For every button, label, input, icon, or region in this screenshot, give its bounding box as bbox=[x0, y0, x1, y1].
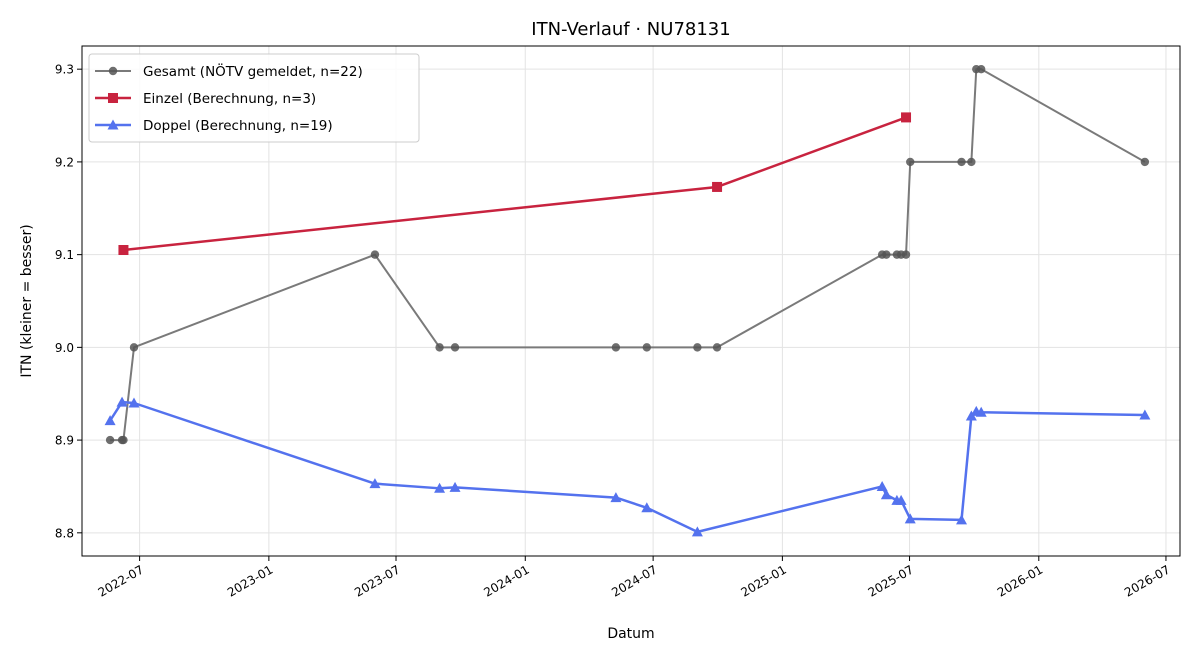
data-point bbox=[975, 406, 987, 417]
legend-marker bbox=[107, 119, 119, 130]
data-point bbox=[370, 250, 380, 259]
data-point bbox=[129, 343, 139, 352]
data-point bbox=[976, 64, 986, 74]
series-square bbox=[118, 112, 912, 255]
data-point bbox=[876, 480, 888, 491]
y-tick-label: 9.0 bbox=[55, 341, 74, 355]
data-point bbox=[128, 397, 140, 408]
y-tick-label: 8.8 bbox=[55, 526, 74, 540]
data-point bbox=[906, 157, 915, 167]
x-axis-label: Datum bbox=[607, 626, 654, 642]
data-point bbox=[967, 157, 976, 167]
data-point bbox=[434, 482, 446, 493]
plot-frame bbox=[81, 45, 1181, 557]
series-circle bbox=[105, 64, 1150, 445]
legend-marker bbox=[108, 66, 118, 76]
data-point bbox=[712, 181, 723, 192]
legend-marker bbox=[108, 93, 118, 103]
legend-label: Einzel (Berechnung, n=3) bbox=[143, 91, 316, 107]
data-point bbox=[895, 494, 907, 505]
y-tick-label: 8.9 bbox=[55, 434, 74, 448]
series-line bbox=[110, 68, 1146, 442]
data-point bbox=[904, 513, 916, 524]
data-point bbox=[642, 343, 652, 352]
data-point bbox=[369, 478, 381, 489]
data-point bbox=[712, 343, 722, 352]
data-point bbox=[957, 157, 966, 167]
data-point bbox=[116, 396, 128, 407]
data-point bbox=[119, 435, 128, 445]
data-point bbox=[691, 526, 703, 537]
data-point bbox=[610, 492, 622, 503]
data-point bbox=[449, 481, 461, 492]
plot-area bbox=[104, 64, 1151, 537]
data-point bbox=[882, 250, 891, 259]
data-point bbox=[611, 343, 621, 352]
legend-item: Doppel (Berechnung, n=19) bbox=[95, 118, 333, 134]
y-tick-label: 9.1 bbox=[55, 248, 74, 262]
data-point bbox=[118, 245, 129, 255]
data-point bbox=[1140, 157, 1150, 167]
y-axis: 8.8 8.9 9.0 9.1 9.2 9.3 bbox=[55, 63, 82, 540]
chart-title: ITN-Verlauf · NU78131 bbox=[531, 19, 730, 40]
legend-item: Einzel (Berechnung, n=3) bbox=[95, 91, 316, 107]
series-triangle bbox=[104, 396, 1151, 537]
data-point bbox=[104, 415, 116, 426]
legend-box bbox=[88, 53, 420, 143]
legend-item: Gesamt (NÖTV gemeldet, n=22) bbox=[95, 62, 363, 80]
data-point bbox=[435, 343, 444, 352]
y-axis-label: ITN (kleiner = besser) bbox=[19, 224, 35, 377]
y-tick-label: 9.2 bbox=[55, 155, 74, 169]
data-point bbox=[880, 489, 892, 500]
data-point bbox=[901, 250, 911, 259]
data-point bbox=[450, 343, 460, 352]
data-point bbox=[1139, 409, 1151, 420]
data-point bbox=[956, 514, 968, 525]
data-point bbox=[641, 502, 653, 513]
legend-label: Gesamt (NÖTV gemeldet, n=22) bbox=[143, 62, 363, 80]
data-point bbox=[693, 343, 702, 352]
data-point bbox=[901, 112, 912, 123]
data-point bbox=[105, 435, 115, 445]
legend: Gesamt (NÖTV gemeldet, n=22) Einzel (Bere… bbox=[88, 53, 420, 143]
legend-label: Doppel (Berechnung, n=19) bbox=[143, 118, 333, 134]
y-tick-label: 9.3 bbox=[55, 63, 74, 77]
